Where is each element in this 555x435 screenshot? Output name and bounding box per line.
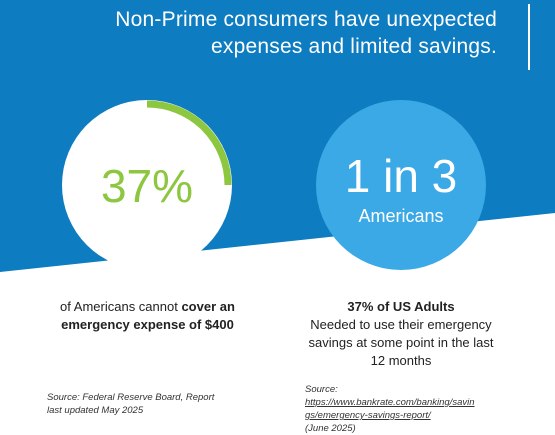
source-link-line-2: gs/emergency-savings-report/ [305,410,431,421]
source-link[interactable]: https://www.bankrate.com/banking/savin g… [305,396,535,422]
headline-line-1: Non-Prime consumers have unexpected [115,8,497,31]
left-source-line-1: Source: Federal Reserve Board, Report [47,392,215,403]
left-source: Source: Federal Reserve Board, Report la… [47,391,267,417]
ratio-caption: Americans [358,206,444,226]
percent-circle [62,100,232,270]
right-desc-line-1: Needed to use their emergency [310,317,492,332]
right-source-label: Source: [305,384,338,395]
header-divider [528,4,530,70]
right-source: Source: https://www.bankrate.com/banking… [305,383,535,435]
headline: Non-Prime consumers have unexpected expe… [27,6,497,60]
ratio-circle [316,100,486,270]
percent-value: 37% [100,160,194,212]
headline-line-2: expenses and limited savings. [211,35,497,58]
ratio-value: 1 in 3 [344,150,458,202]
right-desc-line-2: savings at some point in the last [308,335,494,350]
left-source-line-2: last updated May 2025 [47,405,144,416]
left-description: of Americans cannot cover an emergency e… [30,298,265,334]
right-source-date: (June 2025) [305,423,356,434]
left-desc-prefix: of Americans cannot [60,299,182,314]
percent-circle-bg [62,100,232,270]
right-desc-line-3: 12 months [370,353,432,368]
left-desc-bold-2: emergency expense of $400 [61,317,234,332]
right-desc-heading: 37% of US Adults [347,299,455,314]
source-link-line-1: https://www.bankrate.com/banking/savin [305,397,475,408]
right-description: 37% of US Adults Needed to use their eme… [286,298,516,370]
green-progress-ring [146,100,232,186]
left-desc-bold-1: cover an [181,299,235,314]
